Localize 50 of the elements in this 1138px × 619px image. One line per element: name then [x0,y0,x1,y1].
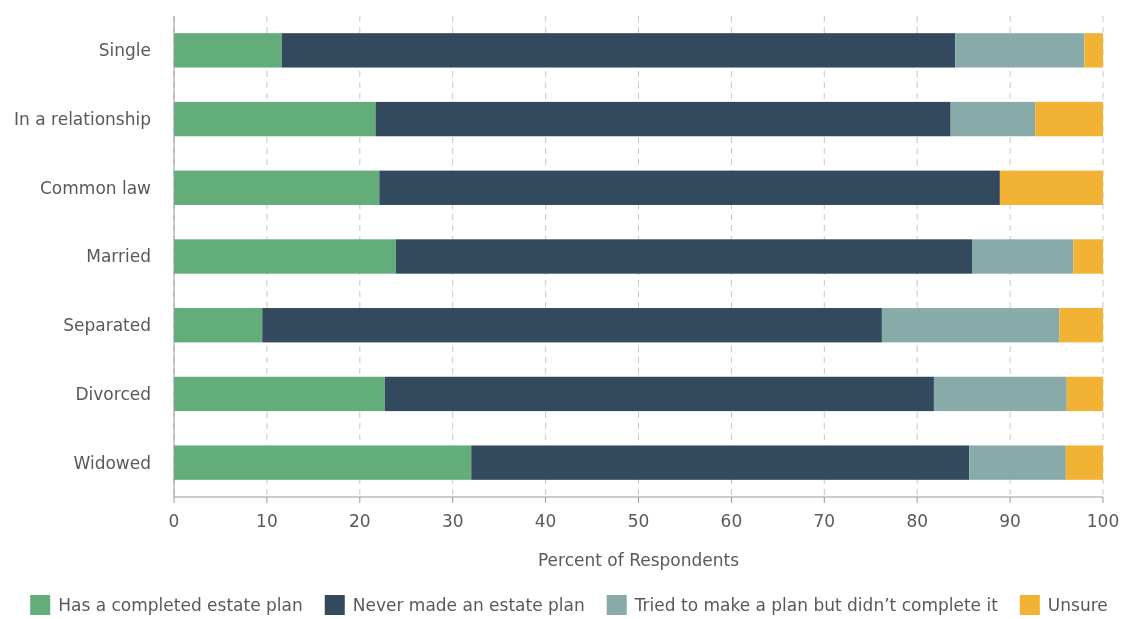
bar [379,170,1000,205]
legend-label: Never made an estate plan [352,594,585,615]
bar [933,376,1067,412]
x-tick-label: 10 [256,511,278,531]
x-tick-label: 30 [441,511,464,531]
y-tick-label: Separated [63,315,151,336]
bar [950,101,1036,137]
bar [881,308,1060,343]
x-tick-label: 100 [1086,511,1120,531]
bar [969,445,1066,480]
bar [471,445,970,480]
legend-label: Tried to make a plan but didn’t complete it [633,594,999,615]
x-tick-label: 50 [627,511,650,531]
bar [955,33,1085,68]
y-tick-label: Widowed [73,452,151,473]
legend-label: Has a completed estate plan [58,594,303,615]
bar [174,170,380,205]
bar [1066,376,1103,412]
bar [174,376,385,412]
x-tick-label: 20 [348,511,371,531]
y-tick-label: Common law [39,177,152,198]
x-tick-label: 80 [906,511,929,531]
x-tick-label: 0 [168,511,180,531]
y-tick-label: Divorced [75,383,151,404]
bar [262,308,882,343]
bar [174,308,263,343]
bar [1065,445,1103,480]
legend-label: Unsure [1047,594,1108,615]
y-tick-label: Married [86,246,151,267]
y-tick-label: In a relationship [14,109,151,130]
y-tick-label: Single [98,40,151,61]
bar [999,170,1103,205]
x-tick-label: 90 [999,511,1021,531]
bar [972,239,1074,274]
bar [1073,239,1103,274]
x-tick-label: 60 [720,511,743,531]
bar [174,101,376,137]
bar [1084,33,1103,68]
x-axis-title: Percent of Respondents [537,550,740,570]
bar [174,445,472,480]
bar [281,33,956,68]
bar [1035,101,1103,137]
x-tick-label: 70 [813,511,836,531]
bar [384,376,934,412]
bar [174,239,397,274]
bar [1059,308,1103,343]
bar [396,239,973,274]
x-tick-label: 40 [534,511,557,531]
bar [174,33,282,68]
bar [375,101,951,137]
